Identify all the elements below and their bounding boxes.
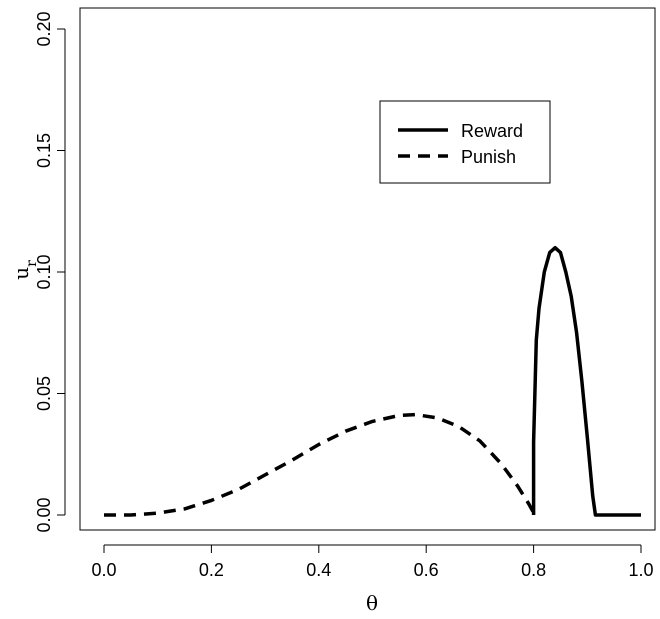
x-tick-label: 1.0	[628, 560, 653, 580]
svg-text:ur: ur	[9, 260, 40, 280]
plot-frame	[79, 7, 656, 531]
legend-reward-label: Reward	[461, 121, 523, 141]
y-tick-label: 0.00	[34, 497, 54, 532]
x-axis: 0.0 0.2 0.4 0.6 0.8 1.0	[91, 544, 654, 580]
y-tick-label: 0.20	[34, 11, 54, 46]
x-tick-label: 0.4	[306, 560, 331, 580]
legend: Reward Punish	[379, 100, 551, 184]
x-tick-label: 0.2	[199, 560, 224, 580]
y-tick-label: 0.10	[34, 254, 54, 289]
series-punish-line	[104, 412, 536, 517]
legend-box	[379, 100, 551, 184]
y-axis-title-main: u	[9, 267, 33, 280]
y-tick-label: 0.05	[34, 376, 54, 411]
series-reward-line	[531, 245, 641, 517]
series-layer	[104, 245, 641, 517]
legend-punish-label: Punish	[461, 147, 516, 167]
x-tick-label: 0.6	[414, 560, 439, 580]
y-axis: 0.00 0.05 0.10 0.15 0.20	[34, 11, 66, 533]
x-axis-title: θ	[366, 591, 378, 615]
y-axis-title-subscript: r	[24, 260, 40, 267]
y-axis-title: ur	[9, 260, 40, 280]
x-tick-label: 0.0	[91, 560, 116, 580]
x-tick-label: 0.8	[521, 560, 546, 580]
y-tick-label: 0.15	[34, 133, 54, 168]
